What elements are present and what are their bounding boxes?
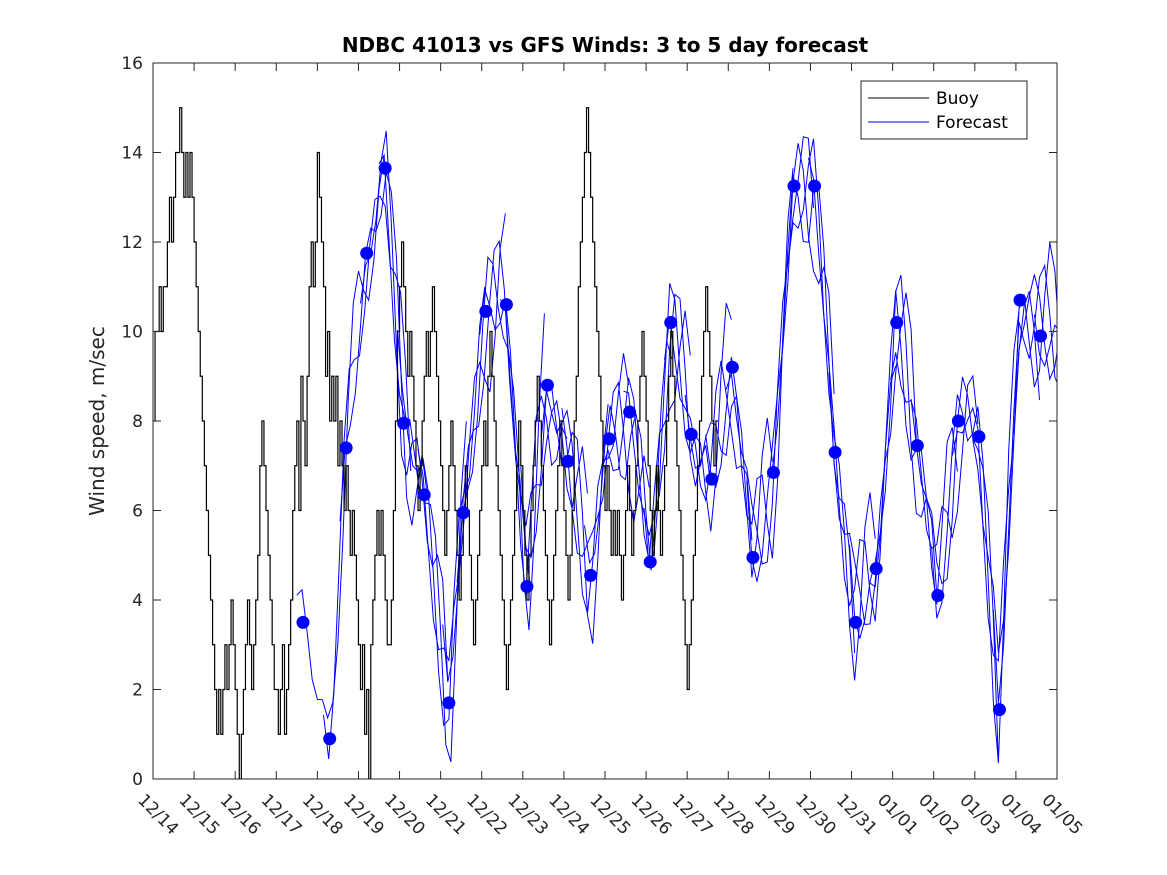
chart-title: NDBC 41013 vs GFS Winds: 3 to 5 day fore… — [342, 33, 869, 57]
forecast-point — [584, 568, 598, 582]
forecast-point — [602, 432, 616, 446]
forecast-point — [705, 472, 719, 486]
forecast-lines — [296, 130, 1057, 763]
forecast-point — [499, 298, 513, 312]
y-tick-label: 4 — [132, 591, 143, 611]
forecast-point — [972, 430, 986, 444]
forecast-trace — [1013, 274, 1057, 433]
forecast-trace — [623, 293, 712, 536]
forecast-trace — [684, 394, 773, 578]
forecast-point — [479, 304, 493, 318]
legend-forecast-label: Forecast — [936, 113, 1008, 133]
forecast-trace — [479, 289, 568, 596]
y-tick-label: 0 — [132, 770, 143, 790]
forecast-trace — [992, 263, 1057, 704]
forecast-trace — [499, 299, 588, 526]
forecast-point — [808, 179, 822, 193]
legend-box — [860, 80, 1028, 140]
forecast-point — [992, 703, 1006, 717]
forecast-trace — [417, 213, 506, 661]
forecast-point — [890, 316, 904, 330]
y-tick-label: 6 — [132, 502, 143, 522]
forecast-point — [378, 161, 392, 175]
forecast-trace — [869, 290, 958, 605]
forecast-point — [725, 360, 739, 374]
forecast-point — [623, 405, 637, 419]
y-tick-label: 10 — [121, 323, 143, 343]
forecast-point — [931, 589, 945, 603]
y-axis: 0 2 4 6 8 10 12 14 16 — [121, 54, 1057, 790]
forecast-point — [643, 555, 657, 569]
forecast-point — [442, 696, 456, 710]
forecast-trace — [746, 143, 835, 582]
y-tick-label: 12 — [121, 233, 143, 253]
buoy-series-line — [153, 107, 718, 779]
forecast-trace — [725, 136, 814, 565]
forecast-point — [397, 416, 411, 430]
forecast-point — [849, 615, 863, 629]
forecast-point — [869, 562, 883, 576]
forecast-trace — [766, 174, 856, 654]
forecast-point — [1034, 329, 1048, 343]
forecast-trace — [890, 352, 979, 550]
forecast-point — [746, 550, 760, 564]
forecast-point — [520, 580, 534, 594]
forecast-point — [417, 488, 431, 502]
legend: Buoy Forecast — [860, 80, 1028, 140]
forecast-point — [323, 732, 337, 746]
forecast-markers — [296, 161, 1048, 746]
buoy-line-group — [153, 107, 718, 779]
forecast-point — [540, 378, 554, 392]
forecast-trace — [397, 286, 486, 727]
forecast-point — [1013, 293, 1027, 307]
forecast-trace — [360, 130, 449, 682]
forecast-point — [360, 246, 374, 260]
forecast-trace — [807, 157, 897, 622]
forecast-point — [828, 445, 842, 459]
forecast-trace — [584, 340, 673, 571]
forecast-point — [561, 454, 575, 468]
forecast-point — [766, 465, 780, 479]
y-axis-label: Wind speed, m/sec — [85, 326, 109, 516]
y-tick-label: 8 — [132, 412, 143, 432]
forecast-trace — [1033, 314, 1057, 368]
forecast-point — [787, 179, 801, 193]
forecast-point — [456, 506, 470, 520]
forecast-point — [339, 441, 353, 455]
forecast-trace — [849, 274, 938, 639]
forecast-point — [951, 414, 965, 428]
forecast-point — [296, 615, 310, 629]
forecast-point — [684, 427, 698, 441]
legend-buoy-label: Buoy — [936, 89, 979, 109]
forecast-point — [664, 316, 678, 330]
y-tick-label: 16 — [121, 54, 143, 74]
forecast-trace — [339, 172, 428, 526]
forecast-trace — [323, 195, 412, 760]
y-tick-label: 14 — [121, 144, 143, 164]
forecast-trace — [602, 310, 691, 562]
forecast-point — [910, 439, 924, 453]
forecast-trace — [296, 155, 385, 720]
y-tick-label: 2 — [132, 681, 143, 701]
